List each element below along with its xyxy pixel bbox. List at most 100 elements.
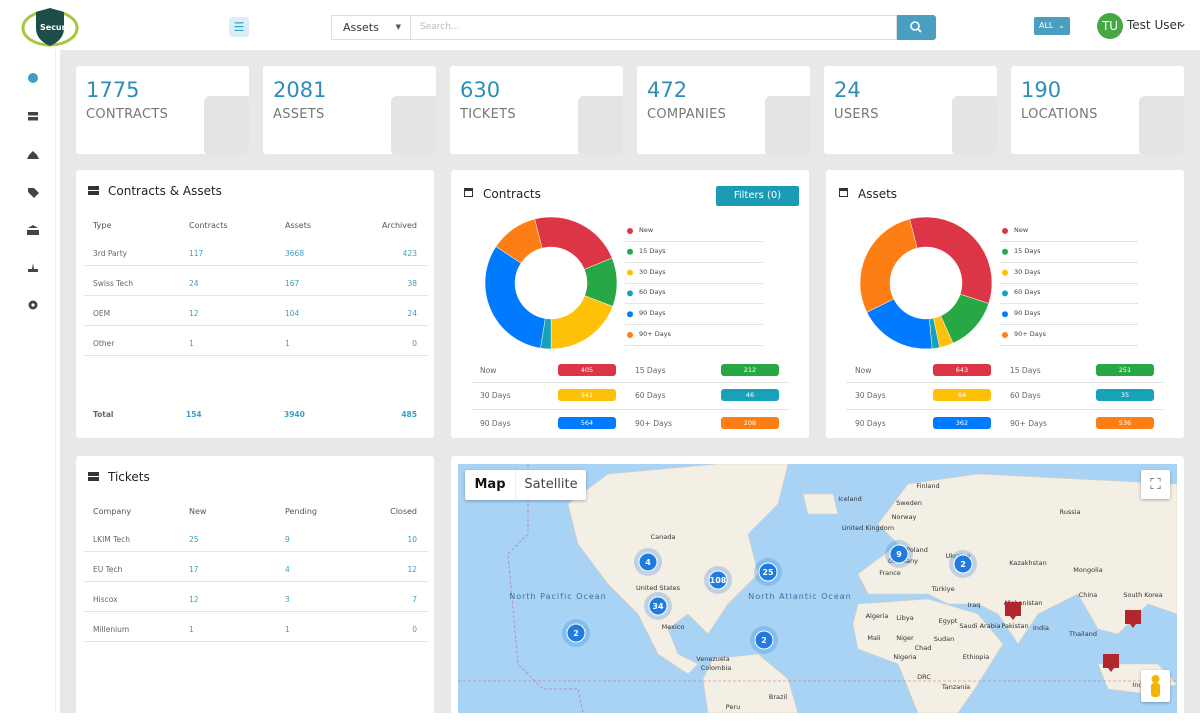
panel-title: Tickets	[108, 470, 150, 484]
nav-servers[interactable]	[28, 112, 38, 116]
sidebar	[0, 50, 56, 713]
summary-separator	[846, 409, 1164, 410]
cluster-marker	[638, 552, 658, 572]
legend-swatch	[627, 290, 633, 297]
country-label: Niger	[896, 634, 914, 642]
legend-swatch	[1002, 248, 1008, 255]
table-cell: 1	[189, 625, 194, 634]
country-label: Tanzania	[941, 683, 970, 691]
legend-separator	[1000, 345, 1138, 346]
country-label: Thailand	[1068, 630, 1097, 638]
cluster-marker	[566, 623, 586, 643]
nav-dashboard[interactable]	[28, 73, 38, 83]
cluster-marker	[953, 554, 973, 574]
country-label: France	[879, 569, 901, 577]
donut-segment	[484, 246, 546, 349]
pegman-button[interactable]	[1141, 670, 1170, 702]
table-cell: Other	[93, 339, 115, 348]
summary-label: 30 Days	[480, 391, 511, 400]
stat-value: 2081	[273, 78, 327, 102]
legend-swatch	[1002, 290, 1008, 297]
summary-value: 251	[1096, 364, 1154, 376]
summary-label: Now	[855, 366, 872, 375]
legend-label: 30 Days	[639, 267, 666, 276]
filter-dropdown[interactable]: ALL ⌄	[1034, 17, 1070, 35]
landmass	[802, 493, 839, 515]
legend-separator	[625, 324, 763, 326]
donut-segment	[550, 295, 614, 350]
legend-separator	[625, 345, 763, 346]
location-pin	[1005, 602, 1021, 620]
filter-button-text: Filters (0)	[733, 190, 782, 201]
table-cell: 38	[407, 279, 417, 288]
avatar[interactable]: TU	[1097, 13, 1123, 39]
location-pin	[1125, 610, 1141, 628]
country-label: United Kingdom	[842, 524, 894, 532]
user-name[interactable]: Test User	[1127, 18, 1182, 32]
country-label: Pakistan	[1001, 622, 1028, 630]
fullscreen-button[interactable]: ⛶	[1141, 470, 1170, 499]
country-label: Brazil	[769, 693, 787, 701]
row-separator	[84, 325, 428, 326]
top-bar: SecurIT ☰ Assets ▼ Search... ALL ⌄ TU Test…	[0, 0, 1200, 50]
stat-label: COMPANIES	[647, 107, 727, 122]
legend-separator	[1000, 303, 1138, 305]
donut-segment	[534, 216, 613, 270]
search-button[interactable]	[897, 15, 936, 40]
nav-companies[interactable]	[27, 225, 39, 235]
nav-tags[interactable]	[28, 188, 39, 198]
stat-icon	[952, 96, 997, 154]
summary-separator	[846, 382, 1164, 383]
ocean-label: North Pacific Ocean	[509, 592, 606, 601]
table-cell: 12	[189, 309, 199, 318]
stat-card: 1775 CONTRACTS	[76, 66, 249, 154]
map[interactable]: Iceland Finland Sweden Norway Russia United K…	[458, 464, 1177, 713]
summary-value: 564	[558, 417, 616, 429]
table-cell: 17	[189, 565, 199, 574]
country-label: Libya	[896, 614, 913, 622]
legend-separator	[625, 261, 763, 263]
cluster-marker	[758, 562, 778, 582]
legend-swatch	[627, 332, 633, 338]
stat-value: 24	[834, 78, 861, 102]
nav-users[interactable]	[28, 263, 38, 272]
table-cell: 25	[189, 535, 199, 544]
panel-icon	[88, 472, 99, 476]
row-separator	[84, 611, 428, 612]
satellite-button[interactable]: Satellite	[524, 477, 578, 492]
stat-card: 472 COMPANIES	[637, 66, 810, 154]
legend-label: 90+ Days	[639, 330, 672, 338]
filter-button[interactable]: Filters (0)	[716, 186, 799, 206]
summary-value: 362	[933, 417, 991, 429]
stat-card: 2081 ASSETS	[263, 66, 436, 154]
panel-icon	[464, 188, 473, 197]
cluster-marker	[648, 596, 668, 616]
country-label: Mali	[867, 634, 880, 642]
legend-separator	[1000, 324, 1138, 326]
search-scope[interactable]: Assets ▼	[331, 15, 411, 40]
search-input[interactable]: Search...	[411, 15, 897, 40]
country-label: DRC	[917, 673, 931, 681]
summary-value: 64	[933, 389, 991, 401]
country-label: Sudan	[934, 635, 954, 643]
country-label: Colombia	[701, 664, 732, 672]
nav-tickets[interactable]	[27, 151, 39, 159]
stat-value: 1775	[86, 78, 140, 102]
summary-label: 90 Days	[855, 419, 886, 428]
menu-toggle[interactable]: ☰	[229, 17, 249, 37]
summary-value: 536	[1096, 417, 1154, 429]
country-label: Mongolia	[1073, 566, 1102, 574]
country-label: Mexico	[662, 623, 685, 631]
row-separator	[84, 295, 428, 296]
panel-title: Contracts & Assets	[108, 184, 222, 198]
location-pin	[1103, 654, 1119, 672]
row-separator	[84, 581, 428, 582]
country-label: Türkiye	[930, 585, 954, 593]
table-card: Contracts & Assets Type Contracts Assets Arc…	[76, 170, 434, 438]
country-label: Afghanistan	[1004, 599, 1043, 607]
country-label: Iraq	[968, 601, 981, 609]
stat-value: 630	[460, 78, 501, 102]
total-cell: 154	[186, 410, 202, 419]
table-cell: Millenium	[93, 625, 130, 634]
map-button[interactable]: Map	[465, 470, 516, 500]
